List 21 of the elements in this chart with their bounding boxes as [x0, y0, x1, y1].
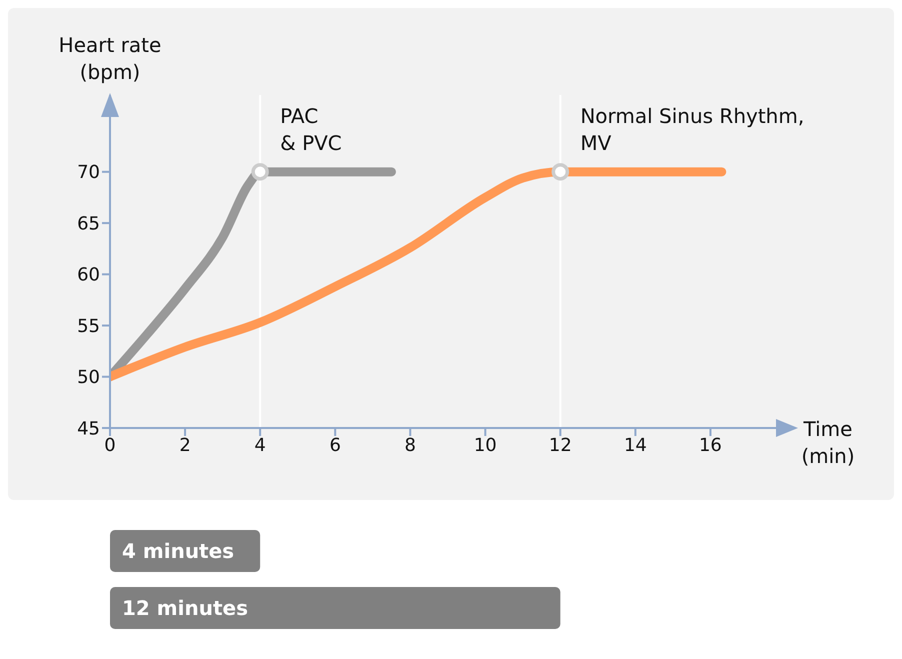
y-tick-label: 70	[77, 162, 100, 184]
x-tick-label: 10	[474, 434, 497, 456]
x-tick-label: 0	[104, 434, 116, 456]
y-tick-label: 65	[77, 213, 100, 234]
y-axis-title: Heart rate (bpm)	[58, 33, 162, 84]
y-tick-label: 55	[77, 316, 100, 337]
x-tick-label: 12	[548, 434, 572, 456]
x-tick-label: 16	[698, 434, 722, 456]
data-label: 4 minutes	[122, 539, 234, 564]
x-tick-label: 4	[254, 434, 266, 456]
x-tick-label: 6	[329, 434, 341, 456]
ref-line-label: PAC & PVC	[280, 104, 342, 155]
ref-line-label: Normal Sinus Rhythm, MV	[580, 104, 804, 155]
data-label: 12 minutes	[122, 596, 248, 620]
y-tick-label: 60	[77, 264, 100, 286]
x-axis-title: Time (min)	[801, 417, 855, 468]
x-tick-label: 14	[624, 434, 647, 456]
y-tick-label: 45	[77, 418, 100, 440]
y-tick-label: 50	[77, 367, 100, 388]
x-tick-label: 8	[404, 434, 416, 456]
x-tick-label: 2	[179, 434, 191, 456]
